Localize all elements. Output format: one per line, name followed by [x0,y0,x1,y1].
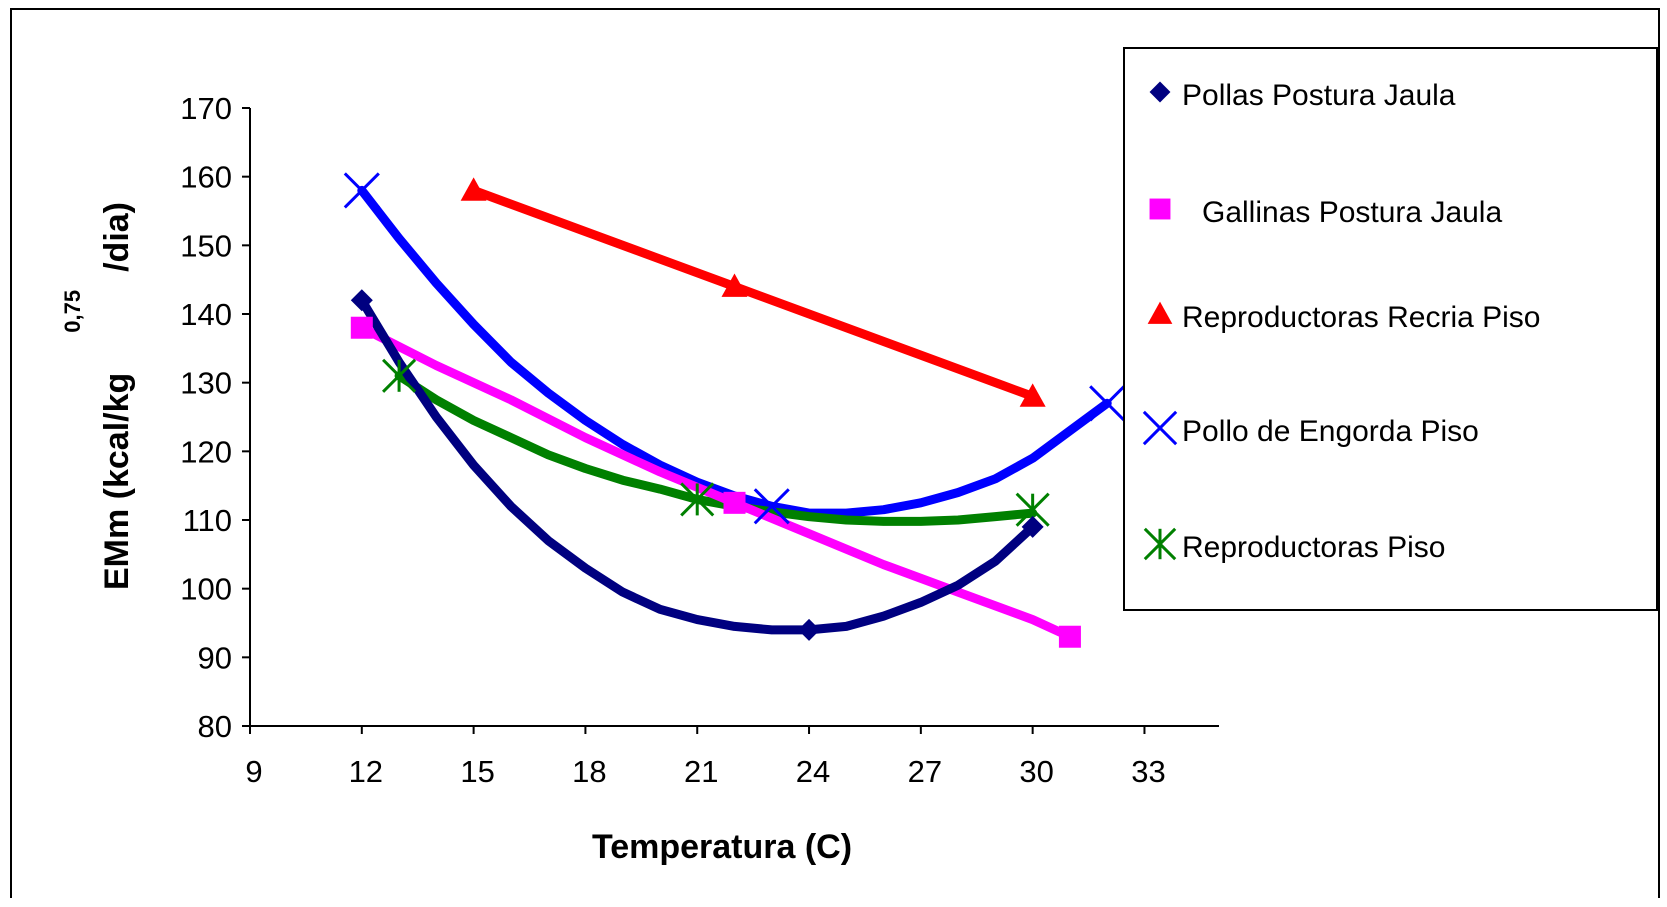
marker-stroke [1089,385,1126,422]
marker-shape [723,491,746,514]
y-tick-label: 90 [198,640,232,675]
data-point [1058,625,1081,648]
data-point [1019,383,1046,407]
x-tick-label: 21 [684,754,718,789]
x-tick-label: 33 [1131,754,1165,789]
series-line [394,371,1038,526]
legend-marker [1143,527,1177,561]
x-tick-label: 12 [349,754,383,789]
marker-shape [350,316,373,339]
data-point [1021,515,1044,538]
y-tick-label: 80 [198,709,232,744]
data-point [350,289,373,312]
marker-shape [350,289,373,312]
marker-shape [1058,625,1081,648]
legend-marker [1149,81,1171,103]
y-axis-title: EMm (kcal/kg [98,373,136,590]
svg-text:EMm (kcal/kg0,75/dia): EMm (kcal/kg 0,75/dia) [60,202,136,590]
legend-marker [1142,410,1178,446]
data-point [1089,385,1126,422]
series-line [357,295,1038,635]
y-tick-label: 150 [180,228,232,263]
marker-shape [721,273,748,297]
data-point [721,273,748,297]
data-point [343,172,380,209]
x-tick-label: 15 [460,754,494,789]
y-axis-title-group: EMm (kcal/kg 0,75/dia) [60,202,136,590]
data-point [460,177,487,201]
data-point [350,316,373,339]
y-tick-label: 100 [180,572,232,607]
marker-shape [460,177,487,201]
x-tick-label: 9 [245,754,262,789]
legend-label: Gallinas Postura Jaula [1202,196,1502,229]
y-tick-label: 160 [180,160,232,195]
x-tick-label: 18 [572,754,606,789]
x-axis-title: Temperatura (C) [592,828,852,866]
marker-stroke [343,172,380,209]
legend-marker [1147,301,1173,324]
marker-shape [1149,81,1171,103]
data-point [753,488,790,525]
plot-area [343,172,1126,648]
legend-label: Reproductoras Recria Piso [1182,301,1541,334]
axes: 80 90 100 110 120 130 140 150 160 170 9 12 15 18 21 24 2… [180,91,1219,789]
legend-label: Pollo de Engorda Piso [1182,415,1479,448]
x-tick-label: 24 [796,754,830,789]
y-axis-title-unit: /dia) [98,202,136,272]
y-axis-title-superscript: 0,75 [60,290,85,333]
legend-label: Reproductoras Piso [1182,531,1445,564]
legend-marker [1149,198,1171,220]
data-point [382,358,417,393]
marker-shape [1019,383,1046,407]
y-tick-label: 170 [180,91,232,126]
y-tick-label: 110 [183,503,232,538]
series-line [469,185,1038,401]
x-tick-label: 30 [1019,754,1053,789]
y-tick-label: 130 [180,366,232,401]
data-point [723,491,746,514]
marker-shape [798,618,821,641]
marker-stroke [753,488,790,525]
marker-shape [1147,301,1173,324]
marker-stroke [1142,410,1178,446]
marker-shape [1021,515,1044,538]
data-point [798,618,821,641]
legend-label: Pollas Postura Jaula [1182,79,1456,112]
marker-shape [1149,198,1171,220]
legend: Pollas Postura Jaula Gallinas Postura Jau… [1123,47,1658,611]
y-tick-label: 120 [180,434,232,469]
data-point [680,482,715,517]
legend-box [1123,47,1658,611]
x-tick-label: 27 [908,754,942,789]
chart-frame [10,8,1660,898]
y-tick-label: 140 [180,297,232,332]
